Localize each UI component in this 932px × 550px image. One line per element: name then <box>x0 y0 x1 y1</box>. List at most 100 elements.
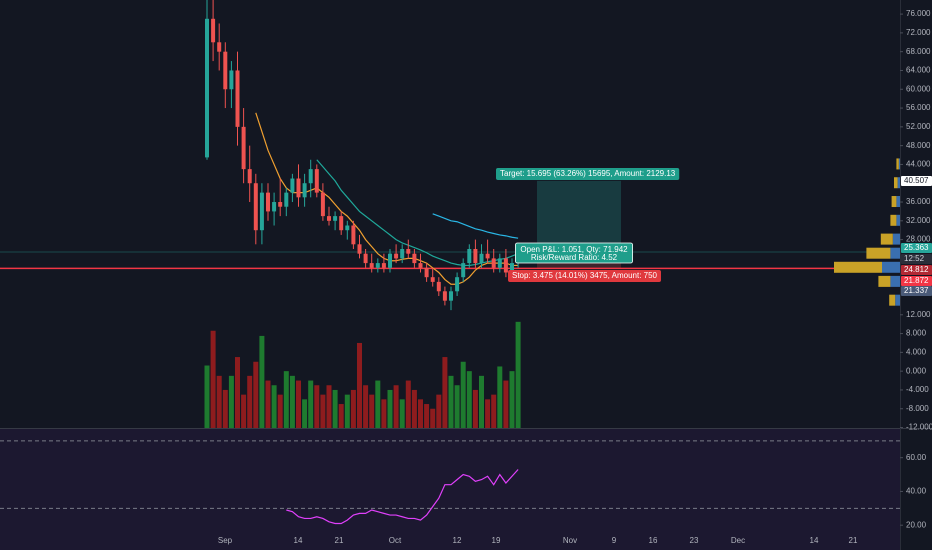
volume-bar <box>363 385 369 428</box>
candle-body <box>266 192 270 212</box>
volume-bar <box>442 357 448 428</box>
volume-bar <box>253 361 259 428</box>
volume-bar <box>357 342 362 428</box>
volume-bar <box>277 394 283 428</box>
volume-bar <box>393 385 399 428</box>
candle-body <box>211 18 216 43</box>
volume-bar <box>320 394 326 428</box>
volume-bar <box>405 380 411 428</box>
candle-body <box>351 225 356 245</box>
y-tick-label: 76.000 <box>906 9 931 18</box>
volume-bar <box>296 380 301 428</box>
candle-body <box>247 169 252 184</box>
stop-label-bg <box>508 270 661 282</box>
candle-body <box>369 263 374 268</box>
candle-body <box>479 253 484 264</box>
rsi-pane <box>0 429 900 550</box>
volume-bar <box>454 385 460 428</box>
candle-body <box>272 202 277 212</box>
price-badge <box>901 176 932 186</box>
candle-body <box>357 244 362 254</box>
volume-bar <box>338 404 344 428</box>
profile-up <box>890 214 897 226</box>
candle-body <box>363 253 368 264</box>
y-tick-label: -12.000 <box>906 423 932 432</box>
candle-body <box>467 249 472 264</box>
y-tick-label: 64.000 <box>906 66 931 75</box>
candle-body <box>381 263 386 268</box>
profile-up <box>889 294 896 306</box>
x-tick-label: 12 <box>453 536 462 545</box>
y-tick-label: 52.000 <box>906 122 931 131</box>
candle-body <box>223 51 228 90</box>
profile-down <box>882 261 900 273</box>
volume-bar <box>265 380 271 428</box>
x-tick-label: 19 <box>492 536 501 545</box>
candle-body <box>314 169 319 193</box>
y-tick-label: 48.000 <box>906 141 931 150</box>
candle-body <box>400 249 405 259</box>
candle-body <box>412 253 417 264</box>
profile-down <box>896 214 900 226</box>
candle-body <box>205 18 209 158</box>
volume-bar <box>247 375 253 428</box>
y-tick-label: 60.000 <box>906 84 931 93</box>
candle-body <box>320 192 325 217</box>
candle-body <box>449 291 453 301</box>
profile-down <box>890 247 900 259</box>
profile-up <box>894 177 898 189</box>
volume-bar <box>216 375 222 428</box>
volume-bar <box>344 394 350 428</box>
y-tick-label: 28.000 <box>906 235 931 244</box>
candle-body <box>510 263 514 273</box>
volume-bar <box>308 380 314 428</box>
volume-bar <box>503 380 509 428</box>
candle-body <box>461 263 466 278</box>
volume-bar <box>466 371 472 428</box>
moving-average <box>432 213 519 239</box>
volume-bar <box>448 375 454 428</box>
candle-body <box>241 126 246 170</box>
y-tick-label: 0.000 <box>906 366 927 375</box>
x-tick-label: Dec <box>731 536 745 545</box>
volume-bar <box>283 371 289 428</box>
candle-body <box>308 169 313 184</box>
x-tick-label: 21 <box>849 536 858 545</box>
pnl-box <box>515 242 633 264</box>
volume-bar <box>387 389 393 428</box>
volume-bar <box>515 321 521 428</box>
candle-body <box>430 277 435 282</box>
y-tick-label: 32.000 <box>906 216 931 225</box>
profile-up <box>834 261 882 273</box>
volume-bar <box>399 399 405 428</box>
price-badge-label: 21.337 <box>904 286 929 295</box>
volume-bar <box>418 399 423 428</box>
volume-bar <box>235 357 240 428</box>
candle-body <box>259 192 264 231</box>
candle-body <box>442 291 447 301</box>
rsi-tick-label: 20.00 <box>906 520 927 529</box>
candle-body <box>418 263 423 268</box>
candle-body <box>284 192 289 207</box>
candle-body <box>424 267 429 278</box>
volume-bar <box>204 365 210 428</box>
volume-bar <box>314 385 320 428</box>
candle-body <box>229 70 234 90</box>
x-tick-label: 21 <box>335 536 344 545</box>
volume-bar <box>381 399 387 428</box>
candle-body <box>253 183 258 231</box>
volume-bar <box>241 394 247 428</box>
volume-bar <box>430 408 436 428</box>
volume-bar <box>350 389 356 428</box>
price-badge-label: 24.812 <box>904 265 929 274</box>
x-tick-label: Sep <box>218 536 233 545</box>
volume-bar <box>369 394 375 428</box>
candle-body <box>375 263 380 268</box>
profile-down <box>898 158 900 170</box>
volume-bar <box>375 380 381 428</box>
candle-body <box>333 216 338 221</box>
candle-body <box>345 225 350 231</box>
y-tick-label: 8.000 <box>906 329 927 338</box>
profile-up <box>878 275 891 287</box>
volume-bar <box>326 385 332 428</box>
